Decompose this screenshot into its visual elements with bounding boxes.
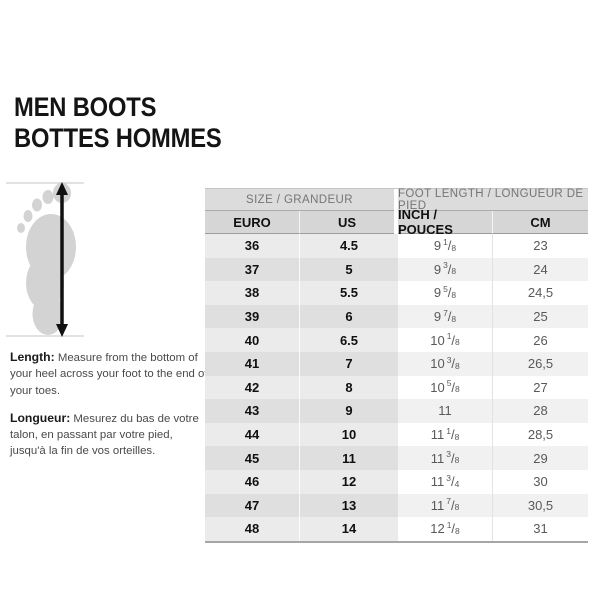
foot-measure-diagram	[4, 174, 99, 346]
cell-cm: 24	[492, 257, 588, 282]
measuring-instructions: Length: Measure from the bottom of your …	[10, 349, 208, 470]
cell-us: 8	[300, 375, 398, 400]
table-row: 42 8 10 5/8 27	[205, 375, 588, 400]
cell-euro: 47	[205, 493, 300, 518]
cell-inch: 10 3/8	[398, 351, 492, 376]
table-row: 46 12 11 3/4 30	[205, 469, 588, 494]
cell-euro: 37	[205, 257, 300, 282]
table-row: 48 14 12 1/8 31	[205, 517, 588, 541]
group-header-size: SIZE / GRANDEUR	[205, 189, 394, 211]
cell-us: 14	[300, 517, 398, 541]
cell-cm: 28	[492, 399, 588, 423]
cell-euro: 41	[205, 351, 300, 376]
cell-euro: 45	[205, 446, 300, 470]
cell-euro: 46	[205, 469, 300, 494]
page-title-english: MEN BOOTS	[14, 92, 157, 122]
cell-euro: 44	[205, 422, 300, 447]
cell-us: 13	[300, 493, 398, 518]
cell-inch: 9 5/8	[398, 281, 492, 305]
cell-euro: 43	[205, 399, 300, 423]
cell-cm: 30	[492, 469, 588, 494]
cell-cm: 30,5	[492, 493, 588, 518]
longueur-text: Mesurez du bas de votre talon, en passan…	[10, 412, 199, 458]
cell-us: 7	[300, 351, 398, 376]
group-header-row: SIZE / GRANDEUR FOOT LENGTH / LONGUEUR D…	[205, 188, 588, 212]
group-header-foot-length: FOOT LENGTH / LONGUEUR DE PIED	[398, 188, 588, 212]
column-header-row: EURO US INCH / POUCES CM	[205, 207, 588, 237]
cell-euro: 42	[205, 375, 300, 400]
table-row: 43 9 11 28	[205, 399, 588, 423]
cell-cm: 24,5	[492, 281, 588, 305]
cell-us: 5	[300, 257, 398, 282]
cell-inch: 11 1/8	[398, 422, 492, 447]
cell-euro: 38	[205, 281, 300, 305]
cell-us: 11	[300, 446, 398, 470]
length-instruction-fr: Longueur: Mesurez du bas de votre talon,…	[10, 410, 208, 460]
cell-cm: 26	[492, 328, 588, 352]
cell-inch: 10 1/8	[398, 328, 492, 352]
page-title-french: BOTTES HOMMES	[14, 123, 222, 153]
cell-cm: 28,5	[492, 422, 588, 447]
length-instruction-en: Length: Measure from the bottom of your …	[10, 349, 208, 399]
column-header-euro: EURO	[205, 211, 300, 234]
foot-icon	[6, 182, 84, 337]
table-body: 36 4.5 9 1/8 23 37 5 9 3/8 24 38 5.5 9 5/8 24,5 39 6 9…	[205, 234, 588, 541]
cell-inch: 9 7/8	[398, 304, 492, 329]
header-group-divider	[394, 211, 398, 234]
cell-euro: 36	[205, 234, 300, 258]
column-header-cm: CM	[492, 211, 588, 234]
cell-inch: 9 1/8	[398, 234, 492, 258]
cell-us: 12	[300, 469, 398, 494]
cell-euro: 40	[205, 328, 300, 352]
cell-us: 5.5	[300, 281, 398, 305]
cell-cm: 31	[492, 517, 588, 541]
cell-inch: 11	[398, 399, 492, 423]
cell-inch: 12 1/8	[398, 517, 492, 541]
cell-us: 9	[300, 399, 398, 423]
column-header-inch: INCH / POUCES	[398, 207, 492, 237]
table-row: 44 10 11 1/8 28,5	[205, 422, 588, 447]
cell-euro: 39	[205, 304, 300, 329]
header-group-divider	[394, 189, 398, 211]
table-row: 40 6.5 10 1/8 26	[205, 328, 588, 352]
table-row: 47 13 11 7/8 30,5	[205, 493, 588, 518]
table-row: 39 6 9 7/8 25	[205, 304, 588, 329]
cell-inch: 11 3/8	[398, 446, 492, 470]
page-title: MEN BOOTS BOTTES HOMMES	[14, 92, 222, 154]
cell-us: 10	[300, 422, 398, 447]
table-row: 38 5.5 9 5/8 24,5	[205, 281, 588, 305]
cell-inch: 11 3/4	[398, 469, 492, 494]
cell-cm: 29	[492, 446, 588, 470]
cell-us: 4.5	[300, 234, 398, 258]
cell-inch: 9 3/8	[398, 257, 492, 282]
table-row: 36 4.5 9 1/8 23	[205, 234, 588, 258]
cell-cm: 26,5	[492, 351, 588, 376]
cell-cm: 25	[492, 304, 588, 329]
length-label: Length:	[10, 350, 55, 364]
measure-arrow-icon	[56, 182, 68, 337]
length-text: Measure from the bottom of your heel acr…	[10, 352, 208, 397]
longueur-label: Longueur:	[10, 410, 71, 425]
cell-us: 6.5	[300, 328, 398, 352]
cell-us: 6	[300, 304, 398, 329]
cell-cm: 27	[492, 375, 588, 400]
table-row: 41 7 10 3/8 26,5	[205, 351, 588, 376]
table-row: 45 11 11 3/8 29	[205, 446, 588, 470]
cell-inch: 11 7/8	[398, 493, 492, 518]
size-chart-table: SIZE / GRANDEUR FOOT LENGTH / LONGUEUR D…	[205, 188, 588, 543]
cell-euro: 48	[205, 517, 300, 541]
column-header-us: US	[300, 211, 394, 234]
cell-inch: 10 5/8	[398, 375, 492, 400]
foot-silhouette	[17, 183, 76, 335]
cell-cm: 23	[492, 234, 588, 258]
table-row: 37 5 9 3/8 24	[205, 257, 588, 282]
